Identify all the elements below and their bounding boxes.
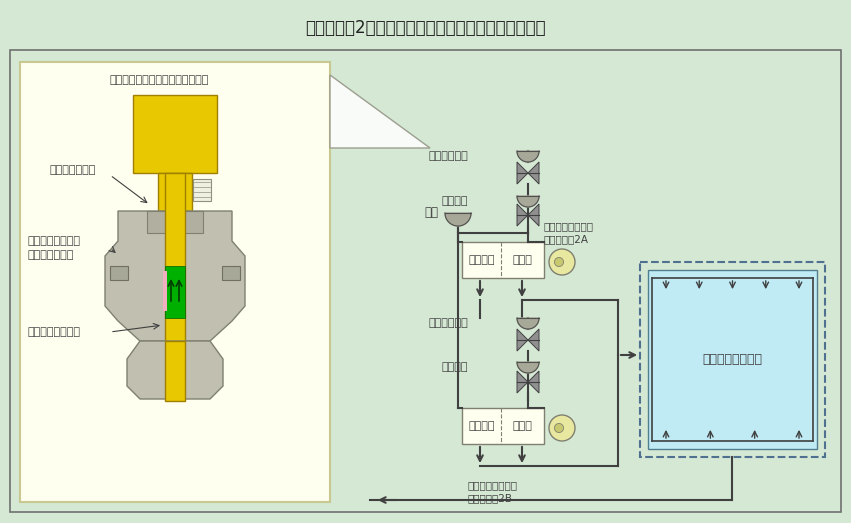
- Polygon shape: [105, 211, 245, 341]
- Bar: [462, 242, 544, 278]
- Bar: [158, 173, 192, 211]
- Text: フィルタ: フィルタ: [468, 421, 495, 431]
- Bar: [165, 173, 185, 353]
- Bar: [222, 266, 240, 280]
- Text: コイル: コイル: [513, 255, 533, 265]
- Polygon shape: [517, 204, 528, 226]
- Bar: [10, 50, 841, 512]
- Text: グランドパッキン: グランドパッキン: [28, 327, 81, 337]
- Text: 冷水系統: 冷水系統: [442, 362, 468, 372]
- Bar: [163, 271, 167, 311]
- Bar: [165, 266, 185, 318]
- Polygon shape: [517, 318, 539, 329]
- Polygon shape: [517, 329, 528, 351]
- Polygon shape: [528, 204, 539, 226]
- Text: グランドパッキン
を押さえる部品: グランドパッキン を押さえる部品: [28, 236, 81, 259]
- Polygon shape: [517, 196, 539, 207]
- Text: 補助蒸気制御弁グランド部拡大図: 補助蒸気制御弁グランド部拡大図: [110, 75, 209, 85]
- Text: フィルタ: フィルタ: [468, 255, 495, 265]
- Bar: [20, 62, 330, 502]
- Polygon shape: [445, 213, 471, 226]
- Bar: [648, 270, 817, 449]
- Circle shape: [555, 424, 563, 433]
- Polygon shape: [127, 341, 223, 399]
- Polygon shape: [528, 371, 539, 393]
- Bar: [133, 95, 217, 173]
- Polygon shape: [528, 329, 539, 351]
- Polygon shape: [517, 371, 528, 393]
- Polygon shape: [330, 75, 430, 148]
- Text: 外気: 外気: [424, 207, 438, 220]
- Bar: [110, 266, 128, 280]
- Bar: [640, 262, 825, 457]
- Text: 補助蒸気系統: 補助蒸気系統: [428, 318, 468, 328]
- Circle shape: [549, 249, 575, 275]
- Polygon shape: [528, 162, 539, 184]
- Polygon shape: [517, 362, 539, 373]
- Text: コイル: コイル: [513, 421, 533, 431]
- Circle shape: [549, 415, 575, 441]
- Text: 安全補機開閉器室
空調ファン2A: 安全補機開閉器室 空調ファン2A: [543, 221, 593, 245]
- Circle shape: [555, 257, 563, 267]
- Polygon shape: [517, 162, 528, 184]
- Text: 伊方発電所2号機　安全補機開閉器室空調概略系統図: 伊方発電所2号機 安全補機開閉器室空調概略系統図: [305, 19, 545, 37]
- Text: 安全補機開閉器室: 安全補機開閉器室: [702, 353, 762, 366]
- Bar: [462, 408, 544, 444]
- Text: 冷水系統: 冷水系統: [442, 196, 468, 206]
- Text: グランド押さえ: グランド押さえ: [50, 165, 96, 175]
- Bar: [147, 211, 203, 233]
- Text: 補助蒸気系統: 補助蒸気系統: [428, 151, 468, 161]
- Bar: [193, 179, 211, 201]
- Polygon shape: [517, 151, 539, 162]
- Text: 安全補機開閉器室
空調ファン2B: 安全補機開閉器室 空調ファン2B: [467, 480, 517, 503]
- Bar: [165, 341, 185, 401]
